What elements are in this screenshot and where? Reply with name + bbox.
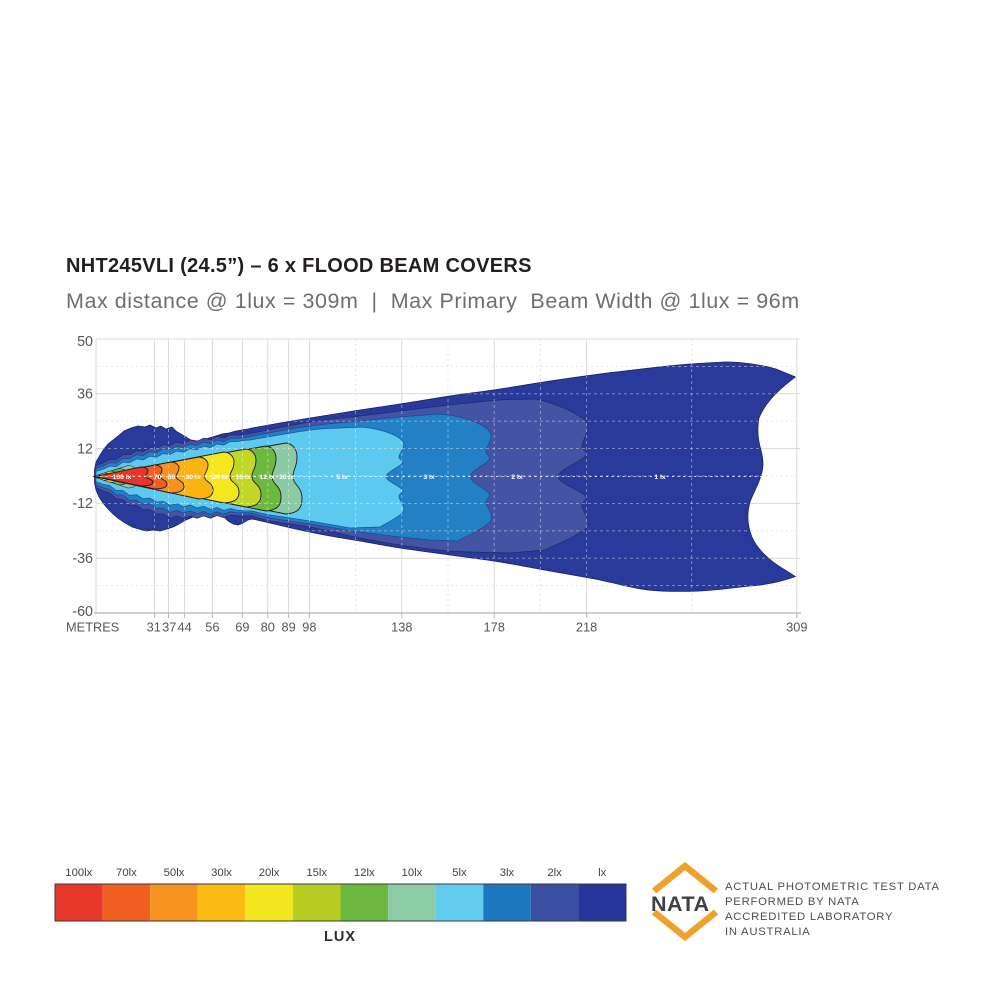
svg-text:100 lx: 100 lx — [113, 474, 132, 481]
svg-text:3lx: 3lx — [500, 867, 515, 879]
svg-text:44: 44 — [177, 620, 191, 635]
svg-text:10lx: 10lx — [402, 867, 423, 879]
svg-text:138: 138 — [391, 620, 412, 635]
svg-text:20 lx: 20 lx — [212, 474, 227, 481]
svg-text:IN AUSTRALIA: IN AUSTRALIA — [725, 926, 811, 938]
svg-text:1 lx: 1 lx — [654, 474, 666, 481]
svg-text:NATA: NATA — [651, 892, 710, 916]
svg-text:89: 89 — [281, 620, 295, 635]
svg-text:70: 70 — [154, 474, 162, 481]
svg-text:METRES: METRES — [66, 620, 119, 635]
svg-text:30 lx: 30 lx — [185, 474, 200, 481]
svg-text:15lx: 15lx — [306, 867, 327, 879]
svg-text:-60: -60 — [72, 604, 93, 620]
svg-text:2lx: 2lx — [547, 867, 562, 879]
svg-text:50lx: 50lx — [164, 867, 185, 879]
svg-text:12lx: 12lx — [354, 867, 375, 879]
svg-text:NHT245VLI (24.5”) – 6 x FLOOD: NHT245VLI (24.5”) – 6 x FLOOD BEAM COVER… — [66, 255, 532, 277]
svg-text:70lx: 70lx — [116, 867, 137, 879]
svg-text:30lx: 30lx — [211, 867, 232, 879]
svg-text:ACCREDITED LABORATORY: ACCREDITED LABORATORY — [725, 911, 893, 923]
svg-text:-12: -12 — [72, 496, 93, 512]
svg-text:12 lx: 12 lx — [259, 474, 274, 481]
svg-text:10 lx: 10 lx — [279, 474, 294, 481]
svg-text:178: 178 — [484, 620, 505, 635]
svg-text:100lx: 100lx — [65, 867, 92, 879]
svg-text:80: 80 — [261, 620, 275, 635]
svg-text:12: 12 — [77, 441, 93, 457]
svg-text:Max distance @ 1lux = 309m |: Max distance @ 1lux = 309m | Max Primary… — [66, 289, 800, 313]
svg-text:36: 36 — [77, 387, 93, 403]
svg-text:309: 309 — [786, 620, 807, 635]
svg-text:56: 56 — [205, 620, 219, 635]
svg-text:2 lx: 2 lx — [511, 474, 523, 481]
svg-text:50: 50 — [168, 474, 176, 481]
svg-text:98: 98 — [302, 620, 316, 635]
svg-text:5 lx: 5 lx — [336, 474, 348, 481]
svg-text:37: 37 — [162, 620, 176, 635]
svg-text:50: 50 — [77, 334, 93, 350]
svg-text:218: 218 — [576, 620, 597, 635]
svg-text:3 lx: 3 lx — [423, 474, 435, 481]
svg-text:ACTUAL PHOTOMETRIC TEST DATA: ACTUAL PHOTOMETRIC TEST DATA — [725, 881, 940, 893]
svg-text:31: 31 — [147, 620, 161, 635]
svg-text:lx: lx — [598, 867, 607, 879]
svg-text:15 lx: 15 lx — [235, 474, 250, 481]
svg-text:LUX: LUX — [324, 929, 356, 945]
svg-text:-36: -36 — [72, 551, 93, 567]
svg-text:PERFORMED BY NATA: PERFORMED BY NATA — [725, 896, 860, 908]
svg-text:20lx: 20lx — [259, 867, 280, 879]
svg-text:5lx: 5lx — [452, 867, 467, 879]
svg-text:69: 69 — [235, 620, 249, 635]
